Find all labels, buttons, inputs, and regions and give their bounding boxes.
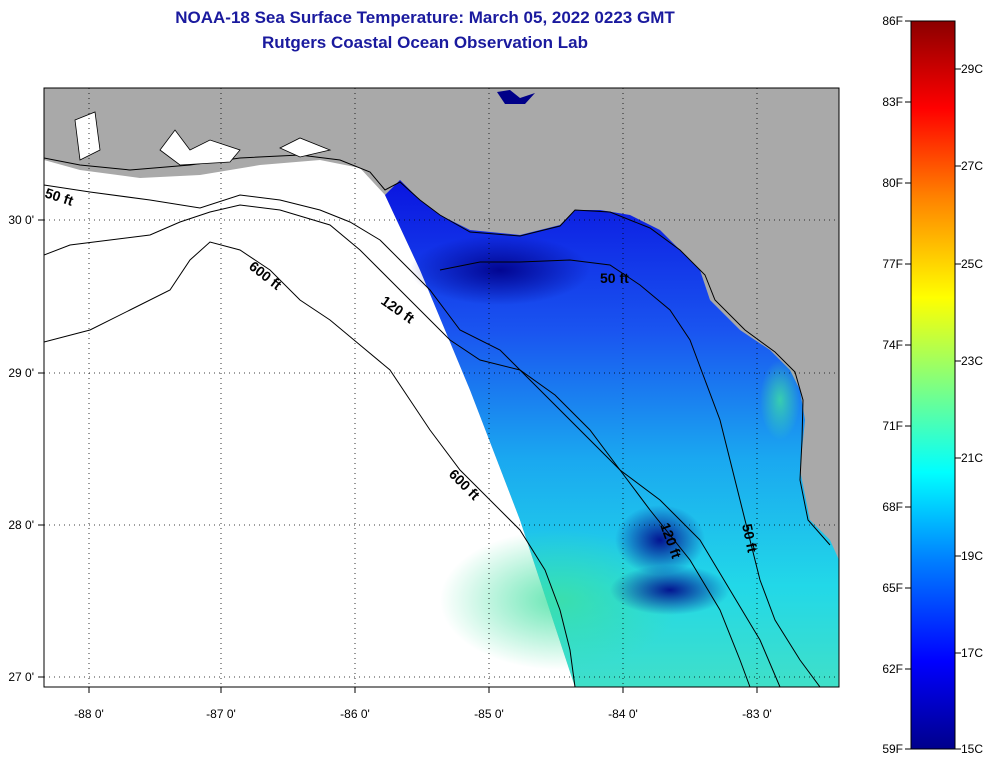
map-title: NOAA-18 Sea Surface Temperature: March 0… (175, 8, 675, 27)
map-subtitle: Rutgers Coastal Ocean Observation Lab (262, 33, 588, 52)
colorbar (910, 20, 956, 750)
contour-50ft-west (44, 184, 781, 687)
colorbar-c-label: 17C (961, 646, 983, 660)
lon-label: -83 0' (742, 707, 772, 721)
lat-label: 28 0' (8, 518, 34, 532)
colorbar-f-label: 86F (882, 14, 903, 28)
map-frame (43, 87, 840, 688)
colorbar-ticks (905, 20, 961, 750)
colorbar-c-label: 27C (961, 159, 983, 173)
axis-ticks (38, 219, 758, 693)
colorbar-c-label: 21C (961, 451, 983, 465)
colorbar-c-label: 29C (961, 62, 983, 76)
lon-label: -86 0' (340, 707, 370, 721)
contour-600ft (44, 241, 576, 687)
lon-label: -87 0' (206, 707, 236, 721)
contour-120ft (44, 204, 751, 687)
no-data-region (44, 160, 575, 687)
sst-swath (385, 180, 839, 687)
colorbar-c-label: 25C (961, 257, 983, 271)
contour-label: 50 ft (739, 522, 761, 554)
colorbar-f-label: 65F (882, 581, 903, 595)
colorbar-c-label: 23C (961, 354, 983, 368)
colorbar-f-label: 62F (882, 662, 903, 676)
lat-label: 30 0' (8, 213, 34, 227)
lon-label: -88 0' (74, 707, 104, 721)
colorbar-f-label: 83F (882, 95, 903, 109)
lon-label: -84 0' (608, 707, 638, 721)
colorbar-f-label: 59F (882, 742, 903, 756)
lat-label: 27 0' (8, 670, 34, 684)
colorbar-f-label: 68F (882, 500, 903, 514)
colorbar-f-label: 80F (882, 176, 903, 190)
contour-50ft-east (439, 259, 821, 687)
lat-label: 29 0' (8, 366, 34, 380)
colorbar-f-label: 71F (882, 419, 903, 433)
colorbar-c-label: 19C (961, 549, 983, 563)
colorbar-f-label: 74F (882, 338, 903, 352)
map-panel: 50 ft 600 ft 120 ft 50 ft 600 ft 120 ft … (44, 88, 839, 687)
contour-label: 50 ft (600, 270, 629, 286)
colorbar-c-label: 15C (961, 742, 983, 756)
lon-label: -85 0' (474, 707, 504, 721)
coastline (44, 154, 831, 546)
inland-water (497, 90, 535, 104)
colorbar-f-label: 77F (882, 257, 903, 271)
